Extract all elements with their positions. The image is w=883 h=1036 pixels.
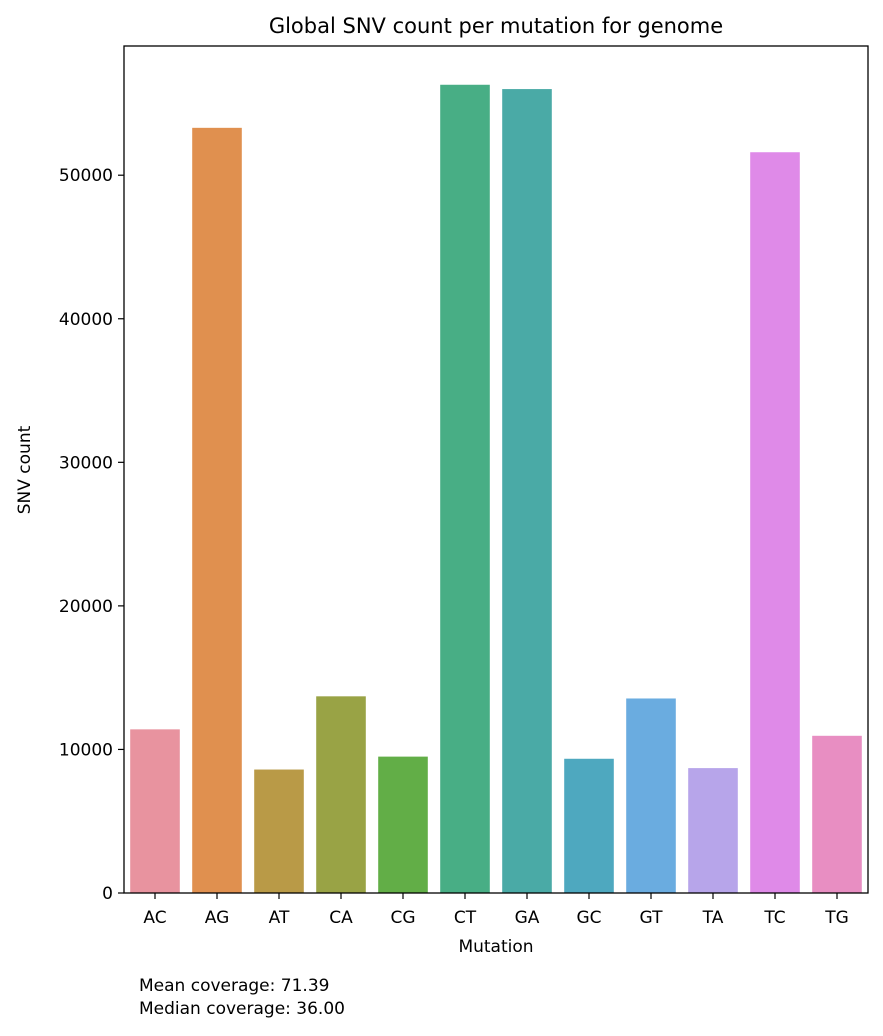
x-tick-label-ct: CT [454, 908, 477, 928]
x-tick-label-cg: CG [390, 908, 415, 928]
x-axis-ticks: AC AG AT CA CG CT GA GC GT TA TC TG [143, 893, 849, 928]
chart-title: Global SNV count per mutation for genome [269, 14, 723, 38]
x-axis-label: Mutation [458, 937, 533, 957]
y-tick-label-10000: 10000 [59, 740, 113, 760]
y-axis-label: SNV count [15, 425, 35, 514]
x-tick-label-gc: GC [576, 908, 601, 928]
mean-coverage: Mean coverage: 71.39 [139, 976, 330, 996]
x-tick-label-ca: CA [329, 908, 353, 928]
x-tick-label-ag: AG [205, 908, 230, 928]
x-tick-label-ac: AC [143, 908, 166, 928]
bar-at [254, 769, 304, 893]
y-tick-label-50000: 50000 [59, 166, 113, 186]
y-tick-label-20000: 20000 [59, 597, 113, 617]
y-tick-label-30000: 30000 [59, 453, 113, 473]
bar-ga [502, 89, 552, 893]
bar-chart: Global SNV count per mutation for genome… [15, 14, 869, 957]
x-tick-label-tg: TG [824, 908, 849, 928]
y-tick-label-0: 0 [102, 884, 113, 904]
bar-tg [812, 735, 862, 893]
x-tick-label-gt: GT [640, 908, 664, 928]
median-coverage: Median coverage: 36.00 [139, 999, 345, 1019]
y-tick-label-40000: 40000 [59, 310, 113, 330]
bar-gc [564, 758, 614, 893]
y-axis-ticks: 0 10000 20000 30000 40000 50000 [59, 166, 124, 904]
bar-ac [130, 729, 180, 893]
bar-ta [688, 768, 738, 893]
bars-group [130, 84, 862, 894]
x-tick-label-at: AT [269, 908, 290, 928]
plot-frame [123, 45, 869, 894]
bar-cg [378, 756, 428, 893]
bar-ag [192, 127, 242, 894]
bar-ct [440, 84, 490, 894]
bar-ca [316, 696, 366, 893]
coverage-notes: Mean coverage: 71.39 Median coverage: 36… [139, 975, 345, 1021]
x-tick-label-ta: TA [702, 908, 724, 928]
x-tick-label-tc: TC [763, 908, 785, 928]
bar-tc [750, 152, 800, 894]
bar-gt [626, 698, 676, 893]
x-tick-label-ga: GA [515, 908, 540, 928]
